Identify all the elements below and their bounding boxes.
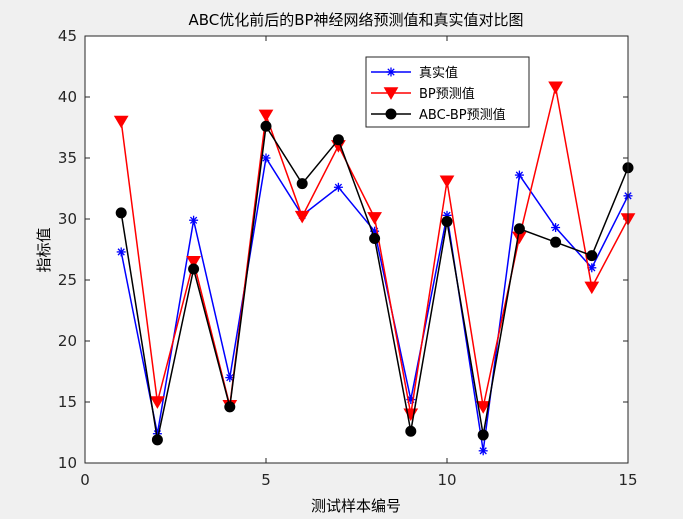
legend-label: BP预测值	[419, 86, 475, 102]
data-point	[261, 153, 271, 163]
asterisk-stroke	[551, 223, 560, 232]
y-axis-label: 指标值	[35, 227, 53, 272]
data-point	[258, 109, 274, 123]
data-point	[332, 134, 344, 146]
data-point	[225, 373, 235, 383]
asterisk-stroke	[479, 447, 487, 455]
asterisk-stroke	[226, 373, 234, 382]
data-point	[477, 429, 489, 441]
asterisk-stroke	[189, 216, 198, 224]
y-tick-label: 40	[58, 88, 77, 106]
asterisk-stroke	[588, 264, 596, 272]
data-point	[294, 210, 310, 224]
x-tick-label: 15	[618, 471, 637, 489]
plot-frame	[84, 35, 629, 464]
x-axis-label: 测试样本编号	[311, 497, 401, 515]
data-point	[513, 223, 525, 235]
data-point	[475, 401, 491, 414]
series-layer	[113, 81, 636, 456]
x-axis: 0 5 10 15	[80, 36, 638, 489]
legend-marker	[386, 67, 396, 77]
data-point	[224, 401, 236, 413]
data-point	[586, 250, 598, 262]
data-point	[151, 434, 163, 446]
x-tick-label: 10	[437, 471, 456, 489]
data-point	[551, 223, 561, 233]
y-tick-label: 25	[58, 271, 77, 289]
data-point	[548, 81, 563, 95]
data-point	[514, 170, 524, 180]
plot-area	[85, 36, 628, 463]
legend-label: 真实值	[419, 65, 458, 81]
data-point	[441, 215, 453, 227]
y-tick-label: 30	[58, 210, 77, 228]
x-tick-label: 0	[80, 471, 90, 489]
asterisk-stroke	[262, 154, 270, 162]
data-point	[188, 263, 200, 275]
data-point	[584, 281, 600, 295]
data-point	[369, 233, 381, 245]
series-2	[113, 81, 636, 422]
data-point	[296, 178, 308, 190]
y-tick-label: 35	[58, 149, 77, 167]
y-axis: 10 15 20 25 30 35 40 45	[58, 27, 628, 472]
data-point	[116, 247, 126, 257]
data-point	[260, 120, 272, 132]
data-point	[186, 256, 201, 269]
y-tick-label: 45	[58, 27, 77, 45]
y-tick-label: 15	[58, 393, 77, 411]
chart-title: ABC优化前后的BP神经网络预测值和真实值对比图	[188, 11, 523, 29]
data-point	[550, 236, 562, 248]
x-tick-label: 5	[261, 471, 271, 489]
legend-marker	[385, 108, 397, 120]
data-point	[189, 215, 199, 225]
y-tick-label: 10	[58, 454, 77, 472]
series-3	[115, 120, 634, 446]
asterisk-stroke	[515, 171, 524, 179]
legend: 真实值 BP预测值 ABC-BP预测值	[365, 56, 530, 128]
data-point	[333, 182, 343, 192]
data-point	[439, 175, 455, 189]
asterisk-stroke	[117, 248, 125, 256]
data-point	[115, 207, 127, 219]
data-point	[478, 446, 488, 456]
data-point	[367, 212, 382, 225]
data-point	[113, 115, 129, 129]
legend-marker	[383, 87, 399, 100]
data-point	[150, 396, 165, 409]
asterisk-stroke	[387, 68, 395, 76]
data-point	[405, 425, 417, 437]
y-tick-label: 20	[58, 332, 77, 350]
legend-label: ABC-BP预测值	[419, 107, 506, 123]
asterisk-stroke	[334, 183, 343, 191]
